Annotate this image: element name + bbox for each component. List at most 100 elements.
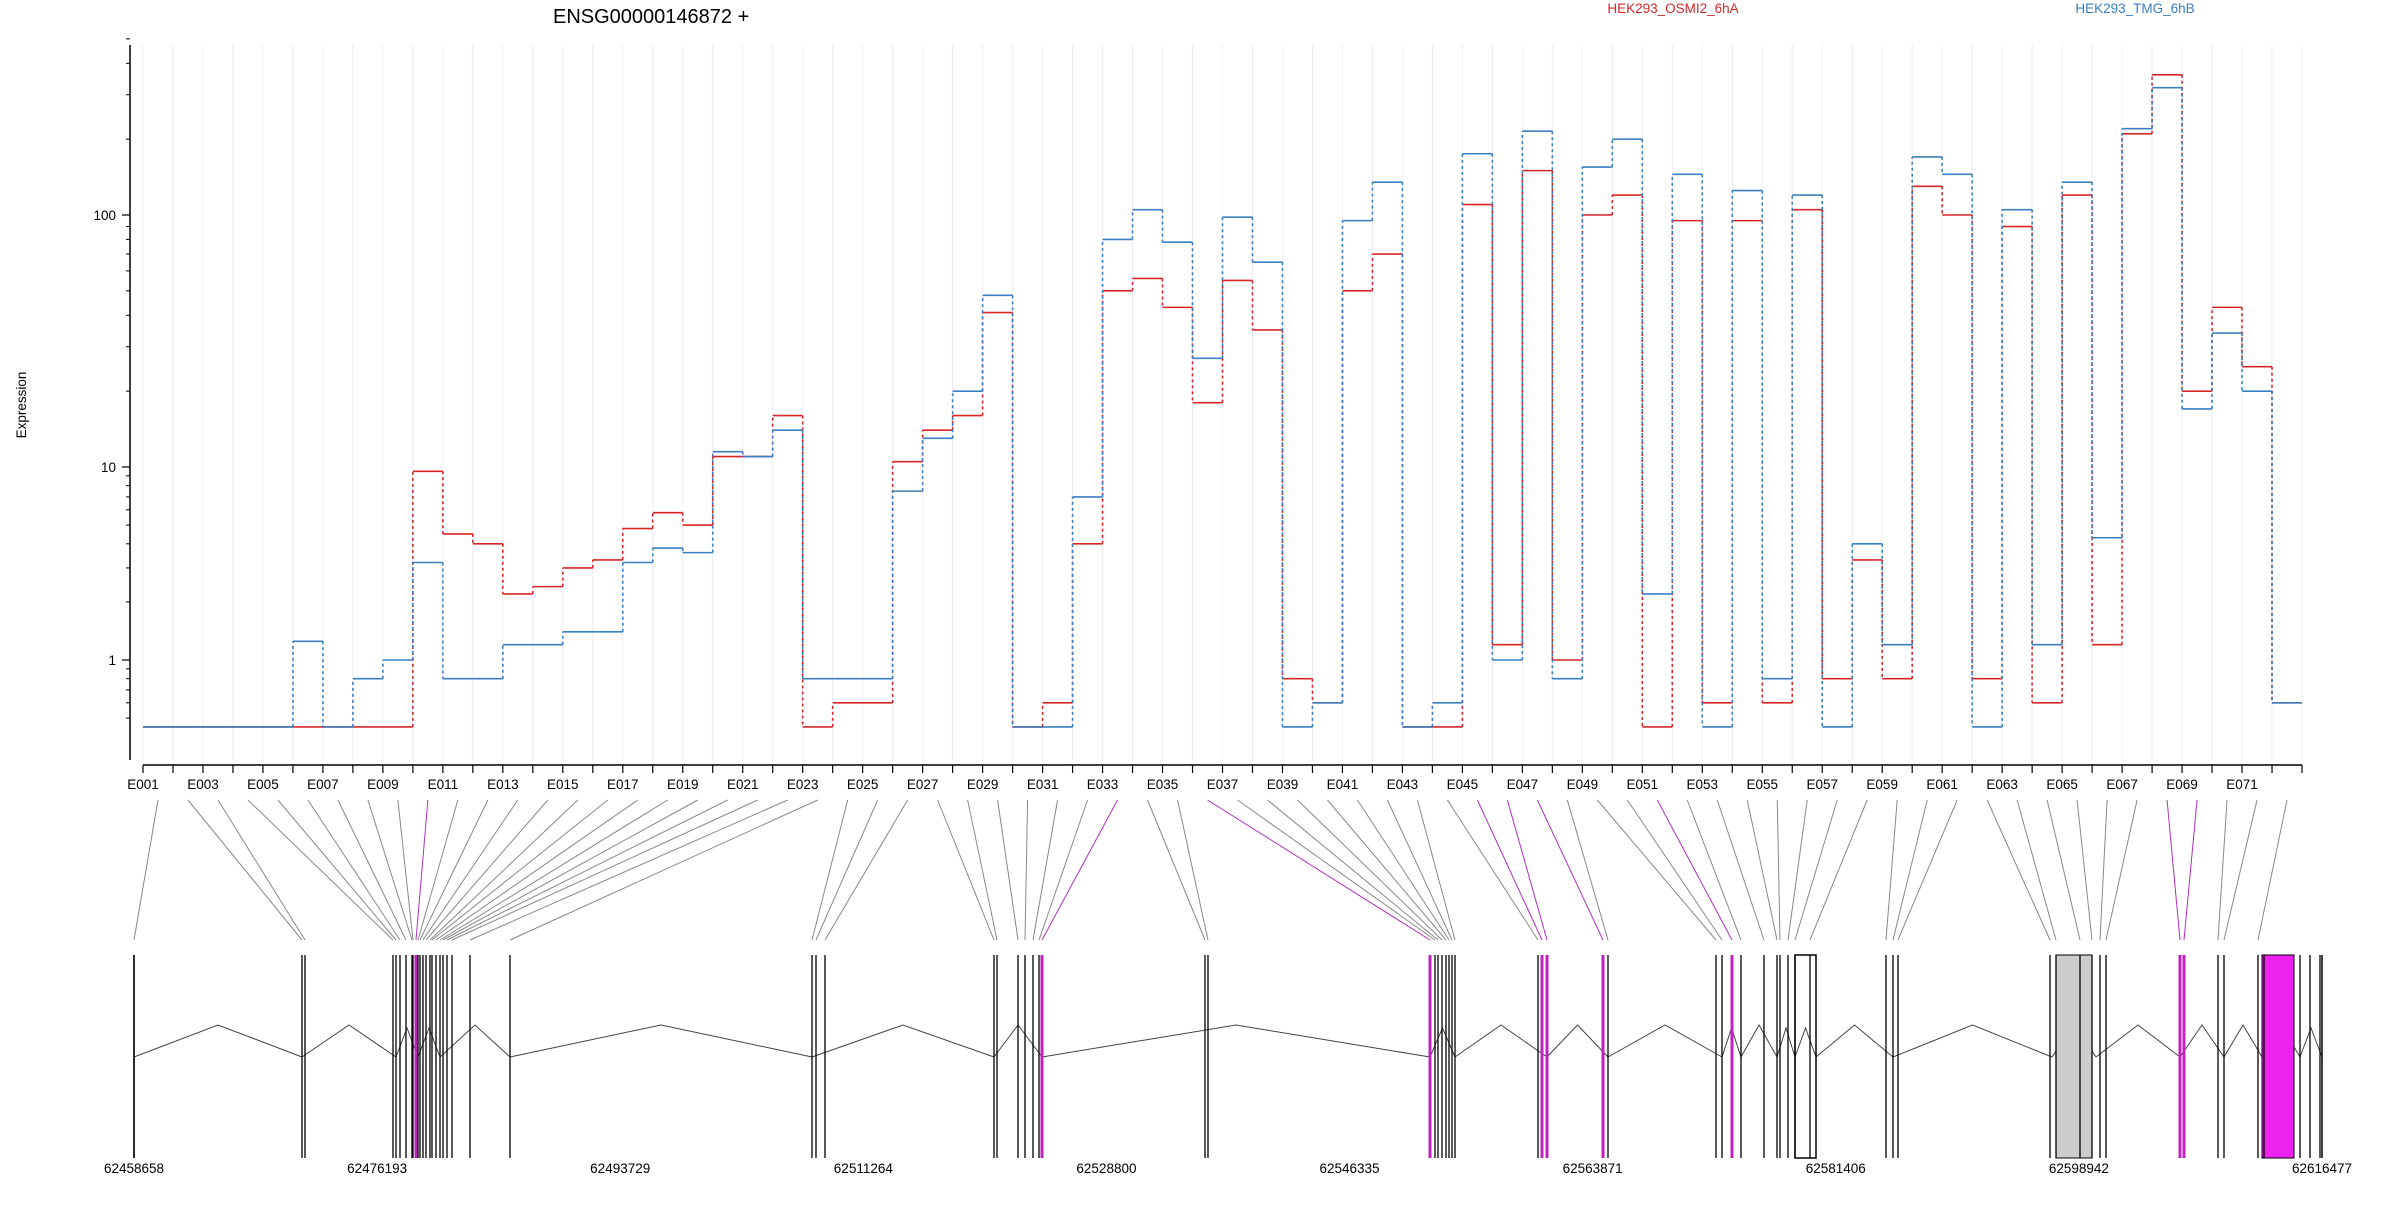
legend-label-series-1: HEK293_OSMI2_6hA bbox=[1607, 1, 1738, 16]
connector bbox=[1032, 799, 1059, 941]
connector bbox=[1626, 799, 1723, 941]
exon-block-gray bbox=[2055, 954, 2093, 1159]
connector bbox=[1716, 799, 1765, 941]
connector bbox=[1596, 799, 1717, 941]
x-tick-label: E021 bbox=[727, 777, 759, 792]
connector bbox=[509, 799, 818, 941]
x-tick-label: E033 bbox=[1087, 777, 1119, 792]
x-tick-label: E035 bbox=[1147, 777, 1179, 792]
genomic-tick-label: 62581406 bbox=[1806, 1161, 1866, 1176]
connector bbox=[442, 799, 698, 941]
connector bbox=[435, 799, 639, 941]
x-tick-label: E017 bbox=[607, 777, 639, 792]
connector bbox=[1897, 799, 1958, 941]
intron-line bbox=[509, 1024, 813, 1058]
connector bbox=[1177, 799, 1209, 941]
connector bbox=[824, 799, 909, 941]
connector bbox=[1686, 799, 1742, 941]
connector bbox=[439, 799, 669, 941]
connector bbox=[469, 799, 788, 941]
genomic-tick-label: 62546335 bbox=[1320, 1161, 1380, 1176]
genomic-tick-label: 62598942 bbox=[2049, 1161, 2109, 1176]
connector bbox=[397, 799, 414, 941]
connector bbox=[446, 799, 728, 941]
x-tick-label: E065 bbox=[2046, 777, 2078, 792]
x-tick-label: E061 bbox=[1926, 777, 1958, 792]
connector bbox=[2217, 799, 2228, 941]
connector bbox=[187, 799, 303, 941]
x-tick-label: E003 bbox=[187, 777, 219, 792]
connector bbox=[1327, 799, 1447, 941]
genomic-coordinate-labels: 62458658 62476193 62493729 62511264 62528800… bbox=[104, 1161, 2352, 1176]
connector bbox=[1892, 799, 1928, 941]
connector bbox=[307, 799, 401, 941]
y-tick-label: 1 bbox=[108, 653, 116, 668]
gene-model bbox=[133, 954, 2323, 1159]
x-ticks: E001 E003 E005 E007 E009 E011 E013 E015 E017 E019… bbox=[127, 765, 2303, 792]
intron-line bbox=[1546, 1024, 1609, 1058]
connector bbox=[422, 799, 519, 941]
connector-highlight bbox=[415, 799, 429, 941]
connector bbox=[1237, 799, 1436, 941]
intron-line bbox=[439, 1024, 511, 1058]
exon-connector-lines bbox=[133, 799, 2288, 941]
x-tick-label: E007 bbox=[307, 777, 339, 792]
x-tick-label: E067 bbox=[2106, 777, 2138, 792]
x-tick-label: E031 bbox=[1027, 777, 1059, 792]
x-tick-label: E013 bbox=[487, 777, 519, 792]
x-tick-label: E069 bbox=[2166, 777, 2198, 792]
x-tick-label: E011 bbox=[428, 777, 459, 792]
x-tick-label: E047 bbox=[1507, 777, 1539, 792]
genomic-tick-label: 62528800 bbox=[1076, 1161, 1136, 1176]
connector bbox=[337, 799, 407, 941]
connector bbox=[1446, 799, 1539, 941]
intron-line bbox=[2095, 1024, 2181, 1058]
intron-line bbox=[2299, 1026, 2323, 1058]
x-tick-label: E023 bbox=[787, 777, 819, 792]
connector bbox=[1386, 799, 1453, 941]
connector bbox=[1267, 799, 1439, 941]
connector bbox=[1297, 799, 1443, 941]
intron-line bbox=[1815, 1024, 1894, 1058]
genomic-tick-label: 62616477 bbox=[2292, 1161, 2352, 1176]
x-tick-label: E049 bbox=[1567, 777, 1599, 792]
intron-line bbox=[301, 1024, 397, 1058]
connector-highlight bbox=[1041, 799, 1118, 941]
connector bbox=[419, 799, 489, 941]
x-tick-label: E059 bbox=[1866, 777, 1898, 792]
connector bbox=[2105, 799, 2138, 941]
connector bbox=[815, 799, 879, 941]
y-tick-label: 100 bbox=[93, 208, 116, 223]
connector bbox=[2257, 799, 2288, 941]
connector bbox=[133, 799, 159, 941]
x-tick-label: E009 bbox=[367, 777, 399, 792]
x-tick-label: E001 bbox=[127, 777, 159, 792]
connector bbox=[1746, 799, 1778, 941]
genomic-tick-label: 62511264 bbox=[834, 1161, 894, 1176]
x-tick-label: E071 bbox=[2226, 777, 2258, 792]
connector-highlight bbox=[1656, 799, 1733, 941]
connector bbox=[937, 799, 995, 941]
x-tick-label: E055 bbox=[1746, 777, 1778, 792]
exon-block bbox=[1794, 954, 1817, 1159]
connector bbox=[1986, 799, 2051, 941]
x-tick-label: E053 bbox=[1687, 777, 1719, 792]
x-tick-label: E025 bbox=[847, 777, 879, 792]
intron-line bbox=[2179, 1024, 2225, 1058]
x-tick-label: E051 bbox=[1627, 777, 1659, 792]
x-tick-label: E005 bbox=[247, 777, 279, 792]
connector bbox=[1147, 799, 1206, 941]
series-lines bbox=[143, 74, 2302, 728]
connector bbox=[967, 799, 998, 941]
connector bbox=[1776, 799, 1781, 941]
x-tick-label: E037 bbox=[1207, 777, 1239, 792]
exon-block-magenta bbox=[2261, 954, 2295, 1159]
intron-line bbox=[811, 1024, 995, 1058]
intron-line bbox=[1607, 1024, 1723, 1058]
intron-line bbox=[1794, 1026, 1817, 1058]
connector bbox=[429, 799, 579, 941]
x-tick-label: E029 bbox=[967, 777, 999, 792]
connector bbox=[451, 799, 758, 941]
